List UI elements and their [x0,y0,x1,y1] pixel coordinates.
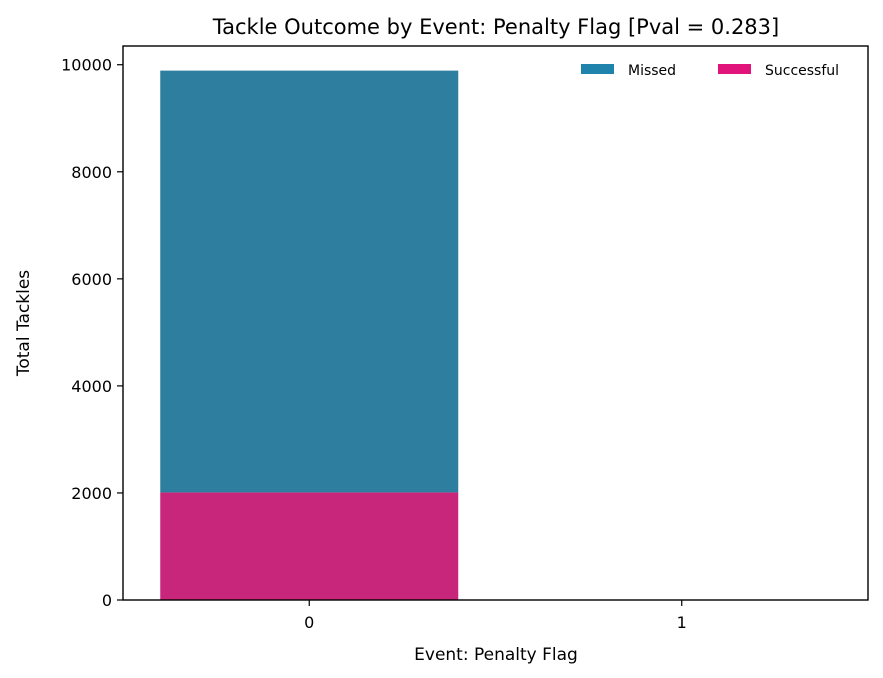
x-tick-label: 0 [304,613,314,632]
legend-label-missed: Missed [628,63,676,79]
x-tick-label: 1 [677,613,687,632]
y-tick-label: 6000 [71,270,112,289]
legend-label-successful: Successful [765,63,839,79]
y-axis-label: Total Tackles [14,270,34,377]
y-tick-label: 0 [102,591,112,610]
y-tick-label: 4000 [71,377,112,396]
plot-frame [122,45,869,601]
x-axis-label: Event: Penalty Flag [414,645,578,665]
bar-missed-0 [160,70,459,493]
bars-layer [160,70,459,600]
legend-swatch-missed [581,64,614,74]
y-tick-label: 8000 [71,163,112,182]
y-axis-ticks: 0 2000 4000 6000 8000 10000 [61,56,123,610]
y-tick-label: 2000 [71,484,112,503]
legend: Missed Successful [581,63,839,79]
bar-successful-0 [160,492,459,600]
y-tick-label: 10000 [61,56,112,75]
chart-title: Tackle Outcome by Event: Penalty Flag [P… [212,15,779,39]
legend-swatch-successful [718,64,751,74]
